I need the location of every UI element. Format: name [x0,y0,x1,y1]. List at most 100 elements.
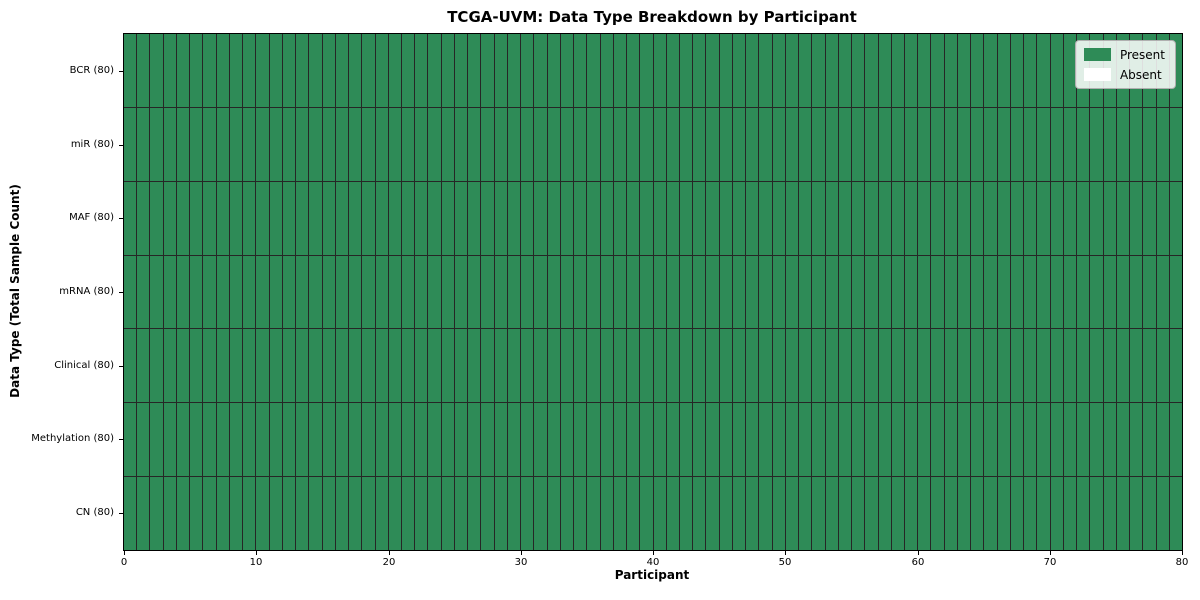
x-tick-label: 70 [1043,557,1057,568]
heatmap-cell [296,255,309,329]
heatmap-cell [878,34,891,107]
heatmap-cell [322,255,335,329]
heatmap-cell [388,34,401,107]
heatmap-cell [322,477,335,550]
heatmap-cell [1090,255,1103,329]
heatmap-cell [693,181,706,255]
heatmap-cell [825,255,838,329]
heatmap-cell [799,403,812,477]
heatmap-cell [627,34,640,107]
heatmap-cell [481,181,494,255]
heatmap-cell [600,107,613,181]
heatmap-cell [679,477,693,550]
heatmap-cell [560,181,574,255]
heatmap-cell [719,477,732,550]
heatmap-cell [944,107,957,181]
heatmap-cell [984,34,997,107]
heatmap-cell [124,255,137,329]
heatmap-cell [732,403,746,477]
heatmap-cell [852,34,865,107]
x-tick-mark [918,551,919,555]
heatmap-cell [785,107,799,181]
heatmap-cell [362,477,375,550]
heatmap-cell [812,107,825,181]
heatmap-cell [176,477,190,550]
heatmap-cell [706,329,719,403]
heatmap-cell [203,477,216,550]
heatmap-cell [997,107,1010,181]
chart-title: TCGA-UVM: Data Type Breakdown by Partici… [447,8,857,26]
heatmap-cell [560,34,574,107]
heatmap-cell [137,107,150,181]
heatmap-cell [229,181,243,255]
heatmap-cell [574,181,587,255]
legend-swatch-present [1083,48,1111,61]
heatmap-cell [799,34,812,107]
heatmap-cell [838,34,852,107]
heatmap-cell [441,329,454,403]
heatmap-cell [746,403,759,477]
heatmap-cell [256,477,269,550]
heatmap-cell [1103,107,1116,181]
heatmap-cell [931,255,944,329]
heatmap-cell [296,34,309,107]
heatmap-cell [481,107,494,181]
heatmap-cell [1077,329,1090,403]
heatmap-cell [401,107,415,181]
heatmap-cell [401,255,415,329]
heatmap-cell [587,34,600,107]
heatmap-cell [243,34,256,107]
heatmap-cell [282,329,296,403]
heatmap-cell [190,107,203,181]
heatmap-cell [971,329,984,403]
heatmap-cell [1116,107,1130,181]
heatmap-cell [362,181,375,255]
y-tick-mark [119,145,123,146]
heatmap-cell [415,107,428,181]
heatmap-cell [216,34,229,107]
heatmap-cell [163,255,176,329]
heatmap-cell [719,255,732,329]
heatmap-cell [375,255,388,329]
heatmap-cell [600,403,613,477]
heatmap-cell [243,329,256,403]
heatmap-cell [997,181,1010,255]
heatmap-cell [560,255,574,329]
heatmap-cell [256,403,269,477]
heatmap-cell [216,181,229,255]
heatmap-cell [388,403,401,477]
heatmap-cell [706,181,719,255]
heatmap-cell [256,34,269,107]
heatmap-cell [256,329,269,403]
heatmap-cell [719,329,732,403]
heatmap-cell [1037,107,1050,181]
heatmap-cell [216,477,229,550]
heatmap-cell [918,181,931,255]
heatmap-cell [335,477,349,550]
heatmap-cell [388,107,401,181]
heatmap-cell [322,329,335,403]
heatmap-cell [957,181,971,255]
heatmap-cell [613,255,627,329]
heatmap-cell [918,477,931,550]
heatmap-cell [375,477,388,550]
x-tick-mark [1182,551,1183,555]
heatmap-cell [1143,329,1156,403]
heatmap-cell [957,255,971,329]
heatmap-cell [534,181,547,255]
heatmap-cell [229,255,243,329]
heatmap-cell [229,329,243,403]
heatmap-cell [1143,403,1156,477]
heatmap-cell [891,34,904,107]
heatmap-cell [653,107,666,181]
heatmap-cell [1037,181,1050,255]
heatmap-cell [1156,255,1169,329]
heatmap-cell [388,329,401,403]
heatmap-cell [547,255,560,329]
heatmap-cell [547,477,560,550]
heatmap-cell [1037,403,1050,477]
heatmap-cell [600,34,613,107]
heatmap-cell [243,255,256,329]
plot-area [123,33,1183,551]
heatmap-cell [1130,255,1143,329]
